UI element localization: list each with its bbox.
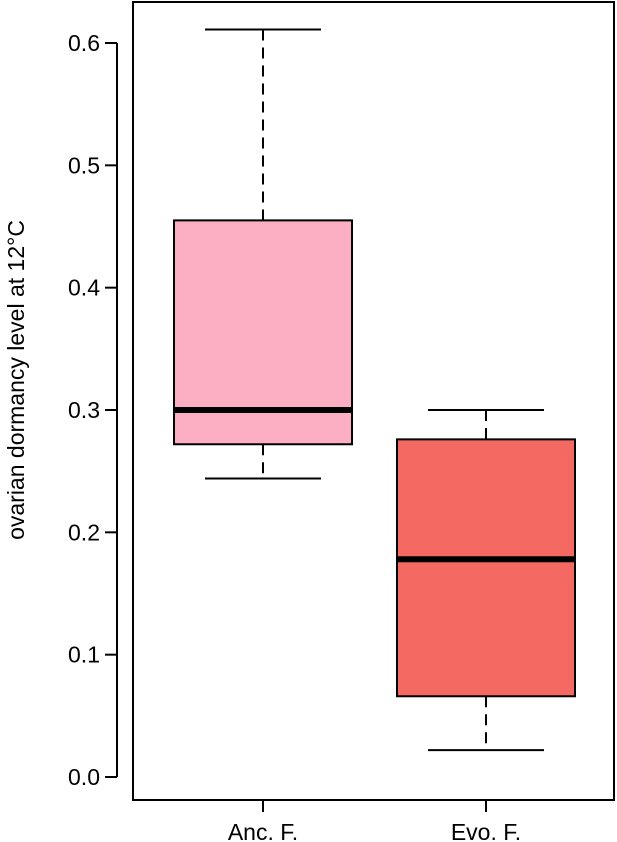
x-tick-label: Anc. F.: [228, 819, 298, 842]
box-evo: [396, 409, 576, 752]
iqr-box: [173, 219, 353, 446]
y-tick-label: 0.2: [68, 519, 100, 545]
y-tick-label: 0.4: [68, 275, 100, 301]
box-anc: [173, 28, 353, 480]
box-group: [173, 28, 576, 752]
y-axis: 0.0 0.1 0.2 0.3 0.4 0.5 0.6: [68, 30, 118, 790]
y-tick-label: 0.6: [68, 30, 100, 56]
iqr-box: [396, 438, 576, 698]
x-axis: Anc. F. Evo. F.: [228, 799, 521, 842]
y-tick-label: 0.5: [68, 152, 100, 178]
y-tick-label: 0.1: [68, 642, 100, 668]
x-tick-label: Evo. F.: [451, 819, 521, 842]
y-tick-label: 0.3: [68, 397, 100, 423]
y-axis-title: ovarian dormancy level at 12°C: [3, 220, 29, 540]
y-tick-label: 0.0: [68, 764, 100, 790]
